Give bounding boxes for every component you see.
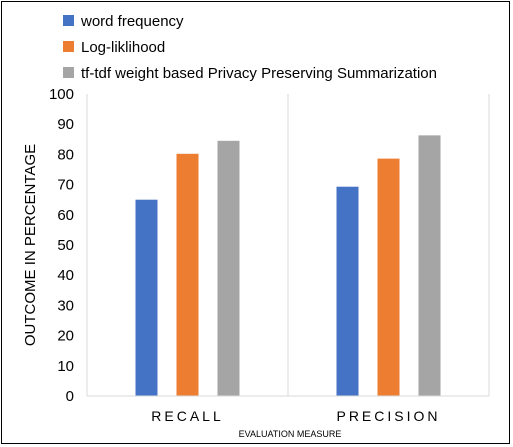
y-tick-label: 70 — [57, 177, 74, 194]
legend-label: word frequency — [80, 13, 184, 30]
bar-precision-series-2 — [377, 158, 400, 396]
plot-area: 0 10 20 30 40 50 60 70 80 90 100 RECALL PRECISION — [49, 86, 490, 424]
y-tick-label: 100 — [49, 86, 74, 103]
x-category-label: RECALL — [151, 408, 223, 424]
y-axis-title: OUTCOME IN PERCENTAGE — [22, 144, 39, 346]
y-tick-label: 60 — [57, 207, 74, 224]
legend-label: Log-liklihood — [81, 39, 165, 56]
legend-swatch — [63, 15, 74, 26]
y-tick-label: 80 — [57, 146, 74, 163]
x-category-label: PRECISION — [336, 408, 440, 424]
y-tick-label: 10 — [57, 358, 74, 375]
legend-label: tf-tdf weight based Privacy Preserving S… — [81, 65, 437, 82]
bar-recall-series-3 — [217, 140, 240, 396]
legend: word frequency Log-liklihood tf-tdf weight… — [63, 13, 437, 82]
y-tick-label: 40 — [57, 267, 74, 284]
x-axis-title: EVALUATION MEASURE — [239, 429, 342, 439]
bar-recall-series-1 — [135, 199, 158, 396]
y-tick-label: 90 — [57, 116, 74, 133]
y-tick-label: 50 — [57, 237, 74, 254]
y-tick-label: 20 — [57, 328, 74, 345]
bar-recall-series-2 — [176, 153, 199, 396]
legend-swatch — [63, 67, 74, 78]
bar-precision-series-3 — [418, 135, 441, 396]
legend-swatch — [63, 41, 74, 52]
y-tick-label: 0 — [66, 388, 74, 405]
y-tick-label: 30 — [57, 297, 74, 314]
bar-precision-series-1 — [336, 186, 359, 396]
